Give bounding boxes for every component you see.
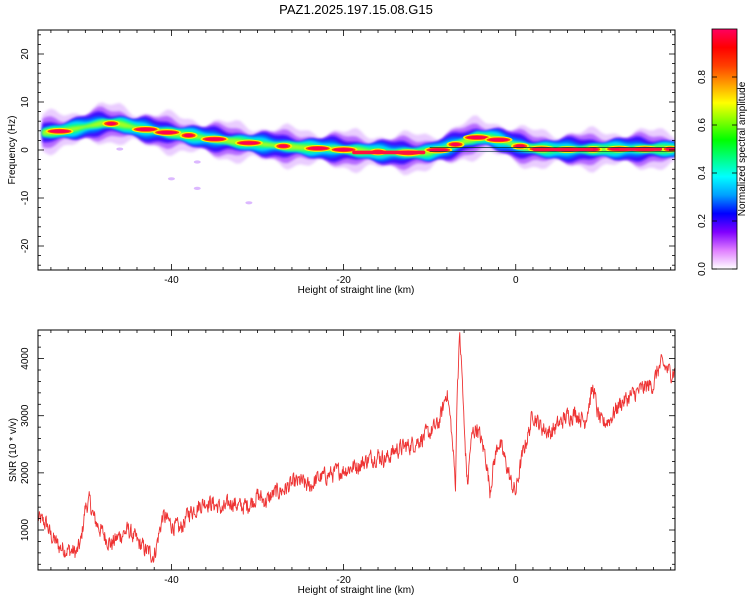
spectrogram-noise-blob [193,186,201,190]
snr-panel: -40 -20 0 1000 2000 3000 4000 Height of strai… [8,329,676,596]
spectrogram-noise-blob [245,201,253,205]
spectrogram-band [42,116,675,163]
x-tick-label: -20 [336,275,351,286]
y-tick-label: -10 [20,190,31,205]
spectrogram-peak [488,138,509,142]
colorbar-tick-label: 0.0 [697,262,708,276]
snr-x-ticks: -40 -20 0 [50,330,672,586]
spectrogram-peak [157,130,178,135]
spectrogram-noise-blob [193,160,201,164]
colorbar-ticks: 0.0 0.2 0.4 0.6 0.8 [697,70,737,276]
spectrogram-peak [238,141,259,145]
x-tick-label: -20 [336,575,351,586]
spectrogram-peak [106,122,117,126]
y-tick-label: 20 [20,48,31,60]
snr-y-label: SNR (10 * v/v) [8,418,19,482]
spectrogram-peak [333,148,354,152]
spectrogram-x-ticks: -40 -20 0 [50,30,672,286]
spectrogram-peak [183,133,194,138]
colorbar: 0.0 0.2 0.4 0.6 0.8 Normalized spectral ampl… [697,28,748,276]
spectrogram-x-label: Height of straight line (km) [298,285,415,296]
spectrogram-peak [307,146,328,150]
spectrogram-ridge [42,102,675,205]
x-tick-label: -40 [164,275,179,286]
x-tick-label: 0 [513,275,519,286]
spectrogram-core-segment [352,150,426,155]
spectrogram-peak [467,135,488,140]
y-tick-label: 10 [20,96,31,108]
x-tick-label: 0 [513,575,519,586]
colorbar-tick-label: 0.2 [697,214,708,228]
spectrogram-panel: -40 -20 0 -20 -10 0 10 20 Height of straight l… [7,29,676,296]
spectrogram-peak [135,127,156,131]
colorbar-label: Normalized spectral amplitude [737,81,748,216]
snr-y-ticks: 1000 2000 3000 4000 [20,335,675,565]
y-tick-label: -20 [20,238,31,253]
y-tick-label: 3000 [20,404,31,427]
spectrogram-core-segment [619,147,663,151]
spectrogram-y-label: Frequency (Hz) [7,116,18,185]
snr-x-label: Height of straight line (km) [298,585,415,596]
snr-series-line [38,332,675,563]
x-tick-label: -40 [164,575,179,586]
spectrogram-core-segment [532,147,594,152]
spectrogram-y-ticks: -20 -10 0 10 20 [20,34,675,266]
y-tick-label: 4000 [20,347,31,370]
y-tick-label: 2000 [20,461,31,484]
y-tick-label: 0 [20,147,31,153]
spectrogram-peak [450,142,461,147]
colorbar-gradient [711,28,738,270]
snr-plot-area [38,330,675,570]
colorbar-tick-label: 0.6 [697,118,708,132]
spectrogram-peak [49,129,70,133]
colorbar-tick-label: 0.8 [697,70,708,84]
spectrogram-peak [428,148,449,152]
spectrogram-peak [204,137,225,141]
chart-title: PAZ1.2025.197.15.08.G15 [279,2,433,17]
spectrogram-peak [278,144,289,148]
spectrogram-noise-blob [167,177,175,181]
spectrogram-noise-blob [116,147,124,151]
colorbar-tick-label: 0.4 [697,166,708,180]
spectrogram-peak [515,144,526,148]
y-tick-label: 1000 [20,518,31,541]
